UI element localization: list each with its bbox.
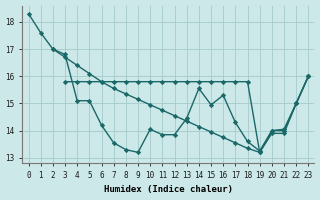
X-axis label: Humidex (Indice chaleur): Humidex (Indice chaleur)	[104, 185, 233, 194]
